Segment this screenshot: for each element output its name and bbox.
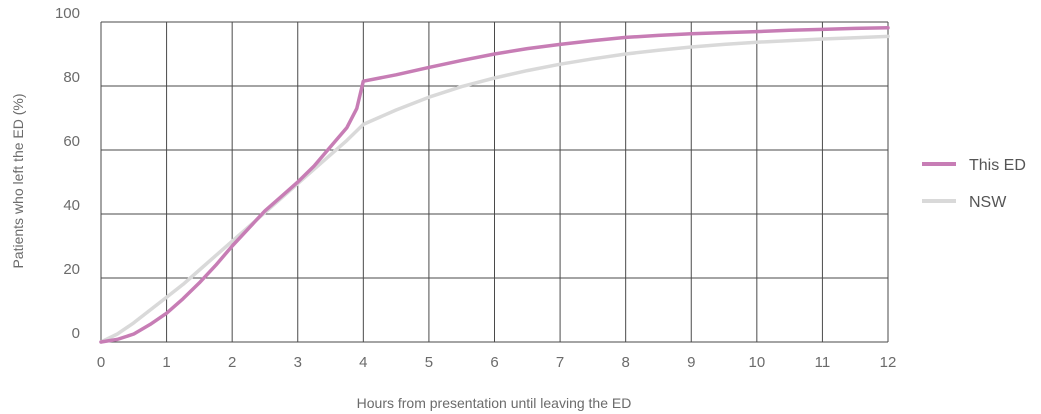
legend-item-nsw: NSW xyxy=(922,194,1007,211)
x-tick-label: 9 xyxy=(687,354,695,371)
x-tick-label: 3 xyxy=(294,354,302,371)
series-line-nsw xyxy=(99,34,890,344)
legend-item-this-ed: This ED xyxy=(922,157,1026,174)
x-axis-title: Hours from presentation until leaving th… xyxy=(357,395,632,411)
x-tick-label: 10 xyxy=(748,354,765,371)
x-tick-label: 1 xyxy=(162,354,170,371)
x-axis-ticks: 0 1 2 3 4 5 6 7 8 9 10 11 12 xyxy=(97,354,897,371)
y-tick-label: 40 xyxy=(63,197,80,214)
y-tick-label: 80 xyxy=(63,69,80,86)
x-tick-label: 11 xyxy=(815,354,831,371)
y-tick-label: 20 xyxy=(63,261,80,278)
legend-label-this-ed: This ED xyxy=(969,157,1026,174)
y-tick-label: 100 xyxy=(55,5,80,22)
y-axis-title: Patients who left the ED (%) xyxy=(10,93,26,268)
y-axis-ticks: 0 20 40 60 80 100 xyxy=(55,5,80,342)
y-tick-label: 0 xyxy=(72,325,80,342)
x-tick-label: 0 xyxy=(97,354,105,371)
y-tick-label: 60 xyxy=(63,133,80,150)
legend-label-nsw: NSW xyxy=(969,194,1007,211)
x-tick-label: 6 xyxy=(490,354,498,371)
x-tick-label: 12 xyxy=(880,354,897,371)
x-tick-label: 4 xyxy=(359,354,367,371)
x-tick-label: 5 xyxy=(425,354,433,371)
x-tick-label: 7 xyxy=(556,354,564,371)
chart-series xyxy=(99,26,890,344)
legend: This ED NSW xyxy=(922,157,1026,211)
x-tick-label: 8 xyxy=(621,354,629,371)
x-tick-label: 2 xyxy=(228,354,236,371)
series-line-this-ed xyxy=(99,26,890,344)
chart-grid xyxy=(100,21,889,343)
